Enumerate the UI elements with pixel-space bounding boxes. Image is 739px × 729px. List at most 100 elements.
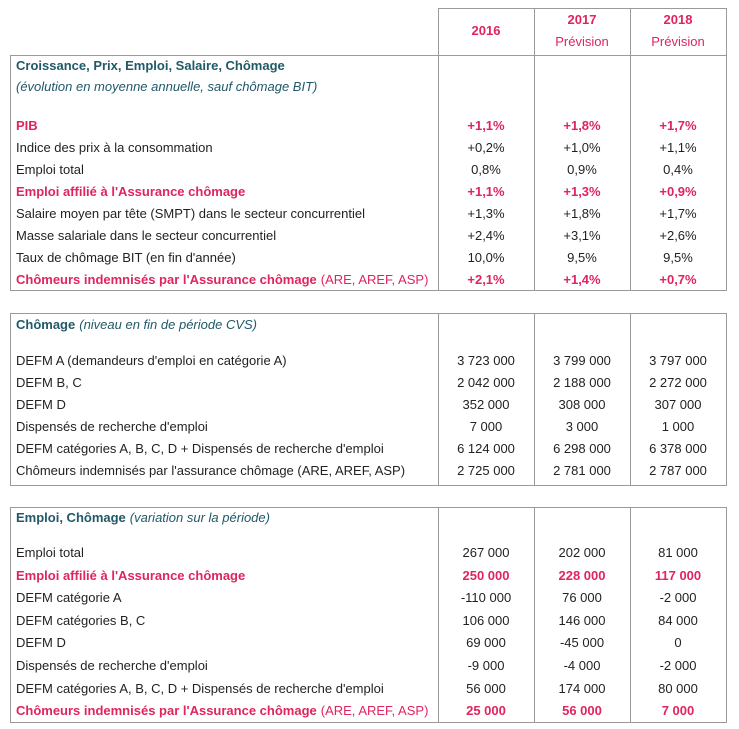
row-value: -2 000 [659, 658, 697, 673]
row-value: 7 000 [661, 703, 695, 719]
row-value: 3 000 [565, 419, 599, 434]
row-value: 80 000 [658, 680, 698, 696]
column-line [534, 8, 535, 56]
row-label: PIB [16, 118, 38, 133]
column-year: 2018 [663, 12, 693, 27]
row-value: +0,9% [659, 184, 697, 199]
column-note: Prévision [555, 34, 609, 49]
row-label: Emploi total [16, 545, 84, 560]
section-box [10, 313, 727, 486]
row-value: +1,3% [467, 206, 505, 221]
row-value: +2,6% [659, 228, 697, 243]
row-label: Chômeurs indemnisés par l'assurance chôm… [16, 463, 406, 478]
column-line [438, 507, 439, 723]
row-value: 2 725 000 [457, 463, 515, 478]
row-value: -45 000 [559, 635, 605, 651]
row-label: DEFM D [16, 635, 66, 651]
row-label: Masse salariale dans le secteur concurre… [16, 228, 277, 243]
row-value: +1,1% [659, 140, 697, 155]
row-value: 0,8% [471, 162, 501, 177]
row-value: 7 000 [469, 419, 503, 434]
row-label: Indice des prix à la consommation [16, 140, 213, 155]
row-value: 3 723 000 [457, 353, 515, 368]
row-value: 117 000 [654, 567, 702, 583]
row-value: 81 000 [658, 545, 698, 560]
row-label-suffix: (ARE, AREF, ASP) [320, 272, 429, 287]
row-value: +1,8% [563, 206, 601, 221]
section-subtitle: (variation sur la période) [129, 510, 270, 525]
row-value: 84 000 [658, 612, 698, 628]
column-year: 2016 [471, 23, 501, 38]
row-value: 3 797 000 [649, 353, 707, 368]
row-value: 2 781 000 [553, 463, 611, 478]
row-value: +1,4% [563, 272, 601, 287]
row-label: DEFM catégories B, C [16, 612, 146, 628]
row-label: Emploi affilié à l'Assurance chômage [16, 184, 246, 199]
row-value: 6 124 000 [457, 441, 515, 456]
row-value: 146 000 [558, 612, 606, 628]
row-value: 9,5% [663, 250, 693, 265]
row-label: Dispensés de recherche d'emploi [16, 419, 208, 434]
row-value: 250 000 [462, 567, 510, 583]
row-value: -4 000 [563, 658, 601, 673]
row-value: 76 000 [562, 590, 602, 606]
row-value: +1,1% [467, 118, 505, 133]
row-value: 2 272 000 [649, 375, 707, 390]
row-value: 202 000 [558, 545, 606, 560]
section-title: Croissance, Prix, Emploi, Salaire, Chôma… [16, 58, 285, 73]
row-value: -2 000 [659, 590, 697, 606]
row-value: 69 000 [466, 635, 506, 651]
row-label: Emploi affilié à l'Assurance chômage [16, 567, 246, 583]
row-value: 10,0% [467, 250, 505, 265]
row-value: -110 000 [460, 590, 512, 606]
column-line [438, 313, 439, 486]
row-label: DEFM B, C [16, 375, 82, 390]
section-subtitle: (niveau en fin de période CVS) [79, 317, 258, 332]
row-value: 308 000 [558, 397, 606, 412]
row-value: +0,2% [467, 140, 505, 155]
row-value: 3 799 000 [553, 353, 611, 368]
row-label: DEFM catégorie A [16, 590, 122, 606]
row-value: 56 000 [466, 680, 506, 696]
row-value: 174 000 [558, 680, 606, 696]
row-value: 228 000 [558, 567, 606, 583]
column-line [534, 507, 535, 723]
column-line [438, 55, 439, 291]
row-value: 0,4% [663, 162, 693, 177]
row-value: 56 000 [562, 703, 602, 719]
row-label: DEFM D [16, 397, 66, 412]
row-value: 106 000 [462, 612, 510, 628]
row-label: Salaire moyen par tête (SMPT) dans le se… [16, 206, 365, 221]
row-value: 25 000 [466, 703, 506, 719]
section-subtitle: (évolution en moyenne annuelle, sauf chô… [16, 79, 318, 94]
row-value: +1,8% [563, 118, 601, 133]
row-value: -9 000 [467, 658, 505, 673]
row-value: 2 188 000 [553, 375, 611, 390]
row-label: Dispensés de recherche d'emploi [16, 658, 208, 673]
row-value: +2,1% [467, 272, 505, 287]
column-line [630, 8, 631, 56]
row-value: 2 787 000 [649, 463, 707, 478]
row-value: +1,3% [563, 184, 601, 199]
row-value: 6 298 000 [553, 441, 611, 456]
row-value: 0 [674, 635, 682, 651]
column-line [630, 55, 631, 291]
row-value: 352 000 [462, 397, 510, 412]
row-label: DEFM catégories A, B, C, D + Dispensés d… [16, 441, 384, 456]
row-value: 2 042 000 [457, 375, 515, 390]
row-label: DEFM A (demandeurs d'emploi en catégorie… [16, 353, 287, 368]
row-value: 0,9% [567, 162, 597, 177]
row-value: +2,4% [467, 228, 505, 243]
section-title: Chômage [16, 317, 76, 332]
column-line [534, 313, 535, 486]
row-value: 1 000 [661, 419, 695, 434]
row-value: 307 000 [654, 397, 702, 412]
column-line [438, 8, 439, 56]
row-label: DEFM catégories A, B, C, D + Dispensés d… [16, 680, 384, 696]
column-line [534, 55, 535, 291]
section-box [10, 507, 727, 723]
row-label: Chômeurs indemnisés par l'Assurance chôm… [16, 272, 317, 287]
row-label: Emploi total [16, 162, 84, 177]
row-value: +1,7% [659, 206, 697, 221]
